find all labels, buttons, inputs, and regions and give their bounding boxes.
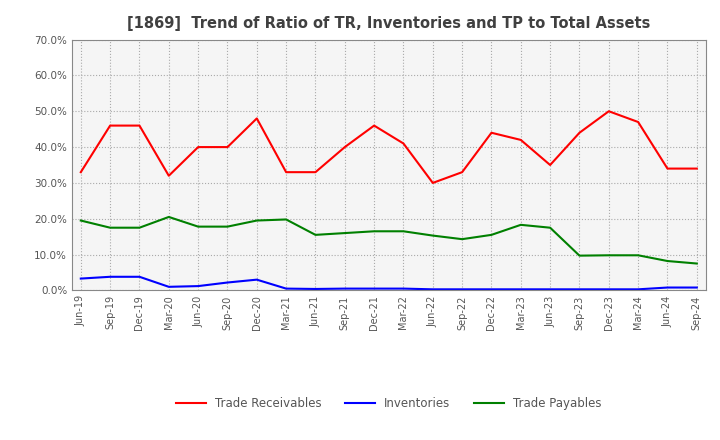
Trade Payables xyxy=(341,231,349,236)
Inventories xyxy=(164,284,173,290)
Trade Receivables xyxy=(311,169,320,175)
Inventories xyxy=(399,286,408,291)
Trade Receivables xyxy=(135,123,144,128)
Trade Payables xyxy=(194,224,202,229)
Inventories xyxy=(76,276,85,281)
Trade Receivables xyxy=(399,141,408,146)
Trade Payables xyxy=(135,225,144,231)
Trade Receivables xyxy=(106,123,114,128)
Trade Payables xyxy=(516,222,525,227)
Line: Trade Receivables: Trade Receivables xyxy=(81,111,697,183)
Trade Payables xyxy=(76,218,85,223)
Trade Payables xyxy=(282,217,290,222)
Inventories xyxy=(546,287,554,292)
Trade Payables xyxy=(253,218,261,223)
Inventories xyxy=(516,287,525,292)
Inventories xyxy=(605,287,613,292)
Trade Payables xyxy=(164,214,173,220)
Trade Receivables xyxy=(546,162,554,168)
Line: Trade Payables: Trade Payables xyxy=(81,217,697,264)
Trade Payables xyxy=(663,258,672,264)
Legend: Trade Receivables, Inventories, Trade Payables: Trade Receivables, Inventories, Trade Pa… xyxy=(171,392,606,415)
Trade Receivables xyxy=(605,109,613,114)
Trade Payables xyxy=(458,237,467,242)
Trade Receivables xyxy=(634,119,642,125)
Trade Receivables xyxy=(663,166,672,171)
Trade Receivables xyxy=(458,169,467,175)
Trade Payables xyxy=(634,253,642,258)
Trade Receivables xyxy=(223,144,232,150)
Inventories xyxy=(458,287,467,292)
Inventories xyxy=(253,277,261,282)
Trade Receivables xyxy=(516,137,525,143)
Trade Payables xyxy=(311,232,320,238)
Trade Receivables xyxy=(164,173,173,178)
Trade Payables xyxy=(370,229,379,234)
Inventories xyxy=(194,283,202,289)
Inventories xyxy=(693,285,701,290)
Trade Receivables xyxy=(194,144,202,150)
Trade Payables xyxy=(605,253,613,258)
Trade Payables xyxy=(106,225,114,231)
Line: Inventories: Inventories xyxy=(81,277,697,290)
Trade Receivables xyxy=(282,169,290,175)
Trade Receivables xyxy=(428,180,437,186)
Inventories xyxy=(106,274,114,279)
Trade Payables xyxy=(399,229,408,234)
Title: [1869]  Trend of Ratio of TR, Inventories and TP to Total Assets: [1869] Trend of Ratio of TR, Inventories… xyxy=(127,16,650,32)
Inventories xyxy=(135,274,144,279)
Inventories xyxy=(575,287,584,292)
Trade Receivables xyxy=(487,130,496,136)
Inventories xyxy=(341,286,349,291)
Trade Receivables xyxy=(253,116,261,121)
Inventories xyxy=(370,286,379,291)
Trade Receivables xyxy=(370,123,379,128)
Trade Payables xyxy=(693,261,701,266)
Trade Receivables xyxy=(575,130,584,136)
Inventories xyxy=(634,287,642,292)
Trade Payables xyxy=(223,224,232,229)
Trade Payables xyxy=(575,253,584,258)
Trade Receivables xyxy=(693,166,701,171)
Inventories xyxy=(282,286,290,291)
Trade Receivables xyxy=(341,144,349,150)
Trade Receivables xyxy=(76,169,85,175)
Trade Payables xyxy=(487,232,496,238)
Trade Payables xyxy=(546,225,554,231)
Inventories xyxy=(311,286,320,292)
Inventories xyxy=(428,287,437,292)
Inventories xyxy=(663,285,672,290)
Inventories xyxy=(487,287,496,292)
Trade Payables xyxy=(428,233,437,238)
Inventories xyxy=(223,280,232,285)
